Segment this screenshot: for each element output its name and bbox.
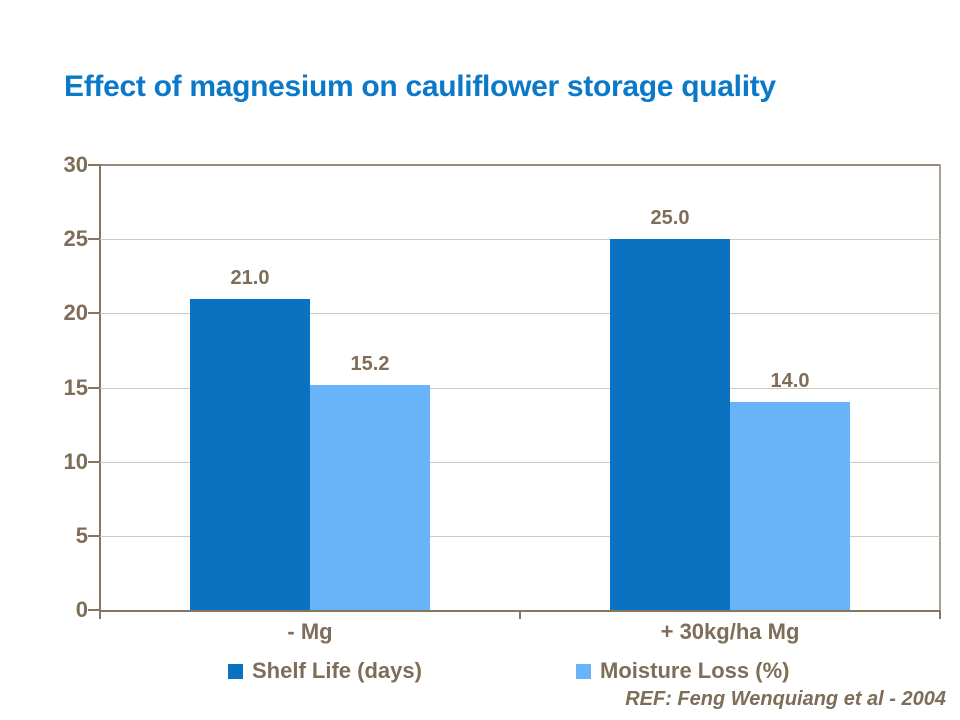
bar-value-label: 25.0: [650, 207, 690, 230]
y-axis-tick-label: 5: [75, 522, 88, 548]
gridline-20: [100, 313, 940, 315]
bar-moisture-loss-mg: [310, 384, 430, 610]
gridline-15: [100, 387, 940, 389]
gridline-10: [100, 461, 940, 463]
x-axis-category-label-mg: - Mg: [287, 619, 333, 644]
gridline-5: [100, 535, 940, 537]
y-axis-tick: [88, 609, 100, 611]
y-axis-tick-label: 15: [63, 374, 88, 400]
x-axis-tick: [939, 610, 941, 619]
y-axis-tick-label: 0: [75, 597, 88, 622]
bar-value-label: 14.0: [770, 370, 810, 393]
legend-item-shelf-life-days: Shelf Life (days): [228, 658, 422, 684]
y-axis-tick: [88, 238, 100, 241]
x-axis-tick: [519, 610, 521, 619]
bar-value-label: 15.2: [350, 352, 390, 375]
reference-note: REF: Feng Wenquiang et al - 2004: [625, 688, 946, 710]
legend-item-moisture-loss: Moisture Loss (%): [576, 658, 789, 684]
y-axis-tick: [88, 460, 100, 463]
y-axis-tick: [88, 386, 100, 389]
legend-marker-icon: [576, 663, 591, 679]
gridline-25: [100, 239, 940, 241]
legend-marker-icon: [228, 663, 243, 679]
x-axis-tick: [99, 610, 101, 619]
legend-label: Moisture Loss (%): [600, 658, 790, 683]
plot-area: 21.0 25.0 15.2 14.0: [100, 165, 940, 610]
y-axis-tick: [88, 534, 100, 537]
y-axis-tick-label: 20: [63, 300, 88, 326]
y-axis-tick: [88, 164, 100, 166]
y-axis-tick-label: 30: [63, 152, 88, 177]
y-axis-tick: [88, 312, 100, 315]
y-axis-tick-label: 25: [63, 226, 88, 252]
x-axis-category-label-30kg-ha-mg: + 30kg/ha Mg: [660, 619, 800, 644]
bar-shelf-life-days-30kg-ha-mg: [610, 239, 730, 610]
plot-border-right: [939, 164, 941, 612]
bar-value-label: 21.0: [230, 266, 270, 289]
plot-border-top: [99, 164, 941, 166]
chart-title: Effect of magnesium on cauliflower stora…: [64, 70, 776, 103]
legend-label: Shelf Life (days): [252, 658, 422, 683]
bar-moisture-loss-30kg-ha-mg: [730, 402, 850, 610]
bar-shelf-life-days-mg: [190, 298, 310, 610]
y-axis-tick-label: 10: [63, 448, 88, 474]
